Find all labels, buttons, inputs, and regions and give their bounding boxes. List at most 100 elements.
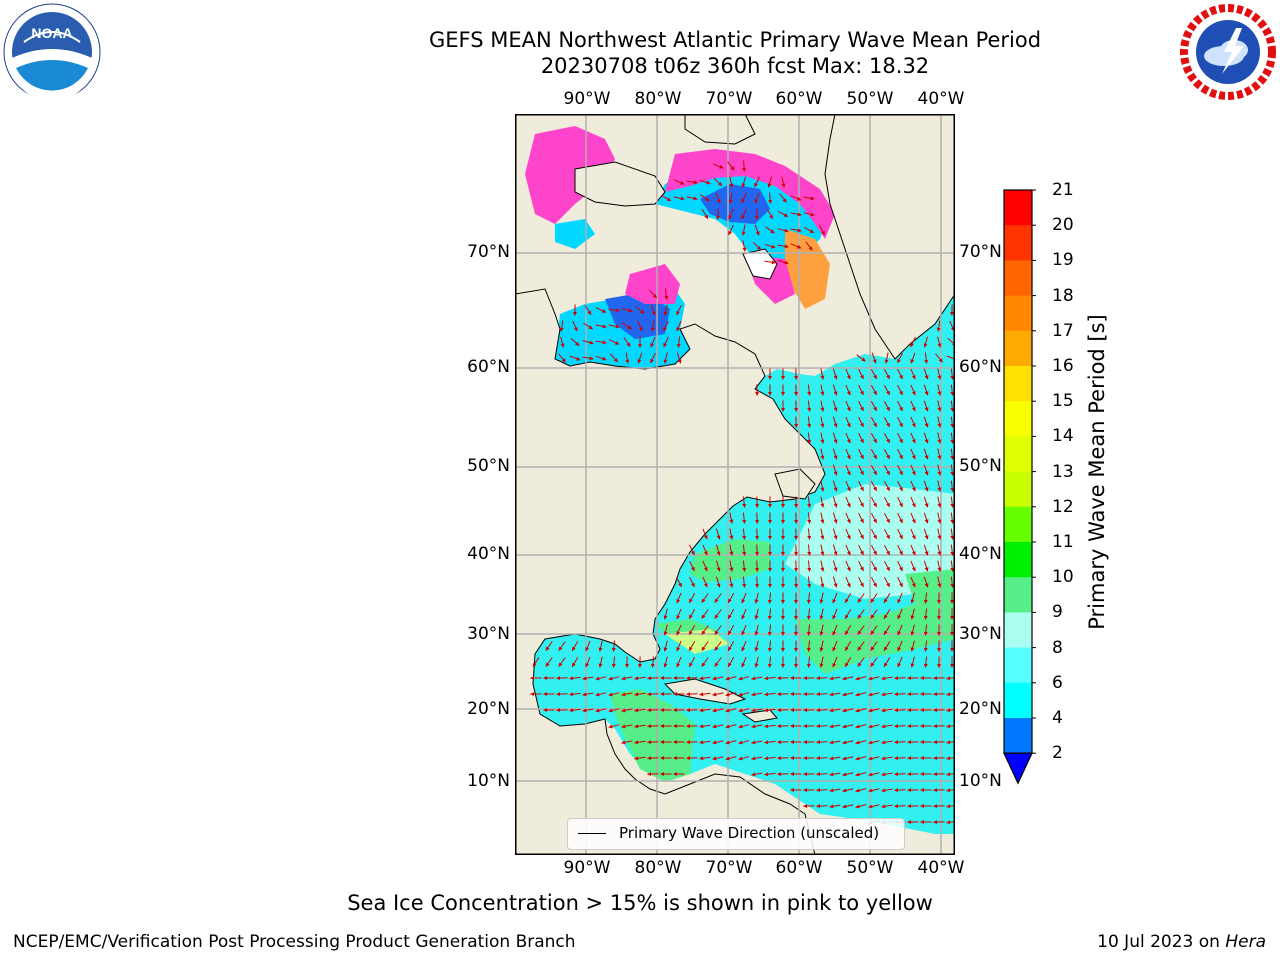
wave-direction-arrow [673,196,685,201]
wave-direction-arrow [686,708,698,713]
wave-direction-arrow [742,496,747,508]
wave-direction-arrow [858,512,864,524]
wave-direction-arrow [689,576,695,588]
wave-direction-arrow [777,244,789,249]
wave-direction-arrow [845,448,851,460]
wave-direction-arrow [572,320,578,332]
wave-direction-arrow [663,336,669,348]
wave-direction-arrow [950,512,954,524]
wave-direction-arrow [881,708,893,713]
wave-direction-arrow [868,804,880,809]
wave-direction-arrow [857,641,865,651]
wave-direction-arrow [845,528,851,540]
wave-direction-arrow [868,724,880,729]
lat-label-right: 50°N [959,456,1002,476]
wave-direction-arrow [820,512,825,524]
wave-direction-arrow [897,432,903,444]
wave-direction-arrow [752,241,762,251]
wave-direction-arrow [946,676,954,681]
wave-direction-arrow [946,756,954,761]
wave-direction-arrow [663,624,668,636]
wave-direction-arrow [881,756,893,761]
wave-direction-arrow [923,416,929,428]
wave-direction-arrow [855,756,867,761]
wave-direction-arrow [751,724,763,729]
wave-direction-arrow [894,772,906,777]
wave-direction-arrow [727,625,735,636]
wave-direction-arrow [608,724,620,729]
wave-direction-arrow [816,804,828,809]
wave-direction-arrow [883,641,891,652]
wave-direction-arrow [767,592,772,604]
wave-direction-arrow [855,788,867,793]
wave-direction-arrow [715,192,721,204]
wave-direction-arrow [924,352,929,364]
wave-direction-arrow [702,544,708,556]
wave-direction-arrow [764,708,776,713]
wave-direction-arrow [842,692,854,697]
wave-direction-arrow [663,352,668,364]
wave-direction-arrow [650,336,656,348]
wave-direction-arrow [950,416,954,428]
colorbar-tick-label: 20 [1052,215,1074,236]
wave-direction-arrow [742,544,747,556]
wave-direction-arrow [842,756,854,761]
wave-direction-arrow [790,212,802,217]
wave-direction-arrow [767,176,772,188]
wave-direction-arrow [937,576,942,588]
wave-direction-arrow [923,384,929,396]
wave-direction-arrow [894,692,906,697]
wave-direction-arrow [832,464,838,476]
wave-period-map [515,114,955,855]
wave-direction-arrow [897,656,903,668]
wave-direction-arrow [897,400,903,412]
wave-direction-arrow [910,480,916,492]
wave-direction-arrow [937,400,942,412]
wave-direction-arrow [844,625,852,636]
wave-direction-arrow [829,676,841,681]
colorbar-tick-label: 14 [1052,426,1074,447]
wave-direction-arrow [714,609,722,619]
wave-direction-arrow [676,608,682,620]
wave-direction-arrow [923,432,929,444]
wave-direction-arrow [883,593,891,604]
wave-direction-arrow [728,208,734,220]
wave-direction-arrow [807,512,812,524]
wave-direction-arrow [870,432,878,444]
wave-direction-arrow [729,576,734,588]
wave-direction-arrow [832,448,838,460]
wave-direction-arrow [844,593,852,604]
wave-direction-arrow [897,384,903,396]
wave-direction-arrow [858,368,864,380]
lat-label-left: 60°N [467,357,510,377]
wave-direction-arrow [725,724,737,729]
wave-direction-arrow [689,560,695,572]
wave-direction-arrow [807,384,812,396]
wave-direction-arrow [870,416,878,428]
wave-direction-arrow [806,640,811,652]
footer-left: NCEP/EMC/Verification Post Processing Pr… [13,932,576,952]
wave-direction-arrow [820,400,825,412]
wave-direction-arrow [832,384,838,396]
wave-direction-arrow [936,320,941,332]
chart-subtitle: 20230708 t06z 360h fcst Max: 18.32 [540,54,930,78]
wave-direction-arrow [688,625,696,636]
wave-direction-arrow [868,772,880,777]
wave-direction-arrow [881,724,893,729]
wave-direction-arrow [764,243,776,249]
colorbar-tick-label: 6 [1052,672,1063,693]
wave-direction-arrow [855,708,867,713]
wave-direction-arrow [585,656,591,668]
wave-direction-arrow [937,528,942,540]
colorbar-segment [1004,225,1032,261]
wave-direction-arrow [754,640,759,652]
wave-direction-arrow [923,336,928,348]
wave-direction-arrow [623,337,631,347]
wave-direction-arrow [754,624,759,636]
wave-direction-arrow [608,676,620,681]
lon-label-bottom: 50°W [846,858,894,878]
wave-direction-arrow [712,724,724,729]
wave-direction-arrow [829,756,841,761]
wave-direction-arrow [946,355,954,361]
colorbar-segment [1004,330,1032,367]
